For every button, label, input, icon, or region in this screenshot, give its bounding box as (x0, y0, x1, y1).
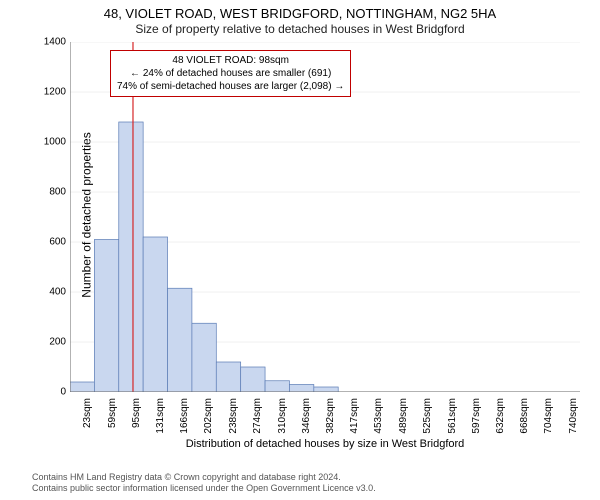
x-tick-label: 704sqm (543, 398, 554, 438)
annotation-line-1: 48 VIOLET ROAD: 98sqm (117, 54, 344, 67)
x-tick-label: 23sqm (82, 398, 93, 438)
y-tick-label: 0 (60, 387, 66, 398)
x-tick-label: 131sqm (155, 398, 166, 438)
y-tick-label: 600 (49, 237, 66, 248)
x-tick-label: 274sqm (252, 398, 263, 438)
x-tick-label: 453sqm (373, 398, 384, 438)
x-tick-label: 668sqm (519, 398, 530, 438)
x-tick-label: 202sqm (203, 398, 214, 438)
y-tick-label: 1400 (44, 37, 66, 48)
annotation-line-2: ← 24% of detached houses are smaller (69… (117, 67, 344, 80)
footer-line-1: Contains HM Land Registry data © Crown c… (32, 472, 376, 483)
y-tick-label: 200 (49, 337, 66, 348)
x-tick-label: 310sqm (277, 398, 288, 438)
x-tick-label: 382sqm (325, 398, 336, 438)
annotation-box: 48 VIOLET ROAD: 98sqm ← 24% of detached … (110, 50, 351, 97)
x-tick-label: 238sqm (228, 398, 239, 438)
x-tick-label: 740sqm (568, 398, 579, 438)
chart-title: 48, VIOLET ROAD, WEST BRIDGFORD, NOTTING… (0, 6, 600, 21)
x-tick-label: 489sqm (398, 398, 409, 438)
x-tick-label: 166sqm (179, 398, 190, 438)
annotation-line-3: 74% of semi-detached houses are larger (… (117, 80, 344, 93)
x-tick-label: 597sqm (471, 398, 482, 438)
y-tick-label: 800 (49, 187, 66, 198)
x-tick-label: 417sqm (349, 398, 360, 438)
footer-line-2: Contains public sector information licen… (32, 483, 376, 494)
x-tick-label: 59sqm (107, 398, 118, 438)
y-tick-label: 1200 (44, 87, 66, 98)
x-axis-label: Distribution of detached houses by size … (70, 438, 580, 450)
chart-container: 48, VIOLET ROAD, WEST BRIDGFORD, NOTTING… (0, 0, 600, 500)
footer-text: Contains HM Land Registry data © Crown c… (32, 472, 376, 495)
x-tick-label: 632sqm (495, 398, 506, 438)
x-tick-label: 561sqm (447, 398, 458, 438)
x-tick-label: 95sqm (131, 398, 142, 438)
y-tick-label: 400 (49, 287, 66, 298)
x-tick-label: 525sqm (422, 398, 433, 438)
chart-subtitle: Size of property relative to detached ho… (0, 22, 600, 36)
y-tick-label: 1000 (44, 137, 66, 148)
x-tick-label: 346sqm (301, 398, 312, 438)
